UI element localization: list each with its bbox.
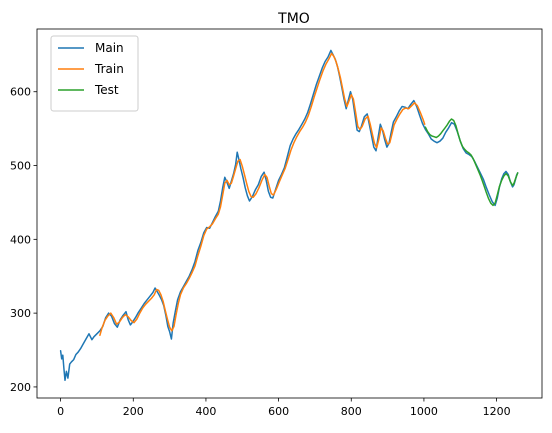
plot-area (36, 28, 543, 399)
y-tick-label: 300 (10, 307, 31, 320)
y-tick-label: 200 (10, 381, 31, 394)
series-line-test (424, 118, 519, 207)
x-tick-label: 200 (123, 405, 144, 418)
series-line-train (99, 52, 426, 337)
legend-label-main: Main (95, 41, 124, 55)
y-tick-label: 400 (10, 233, 31, 246)
legend-box (50, 35, 139, 112)
x-axis: 0 200 400 600 800 1000 1200 (57, 398, 511, 418)
x-tick-label: 1200 (483, 405, 511, 418)
series-layer (59, 49, 519, 382)
legend: Main Train Test (50, 35, 139, 112)
x-tick-label: 0 (57, 405, 64, 418)
legend-label-train: Train (94, 62, 124, 76)
series-line-main (59, 49, 519, 382)
axes-frame (36, 28, 543, 399)
x-tick-label: 800 (341, 405, 362, 418)
y-tick-label: 600 (10, 86, 31, 99)
y-axis: 200 300 400 500 600 (10, 86, 37, 394)
legend-label-test: Test (94, 83, 119, 97)
x-tick-label: 1000 (410, 405, 438, 418)
x-tick-label: 400 (195, 405, 216, 418)
y-tick-label: 500 (10, 160, 31, 173)
chart-title: TMO (277, 11, 310, 27)
x-tick-label: 600 (268, 405, 289, 418)
